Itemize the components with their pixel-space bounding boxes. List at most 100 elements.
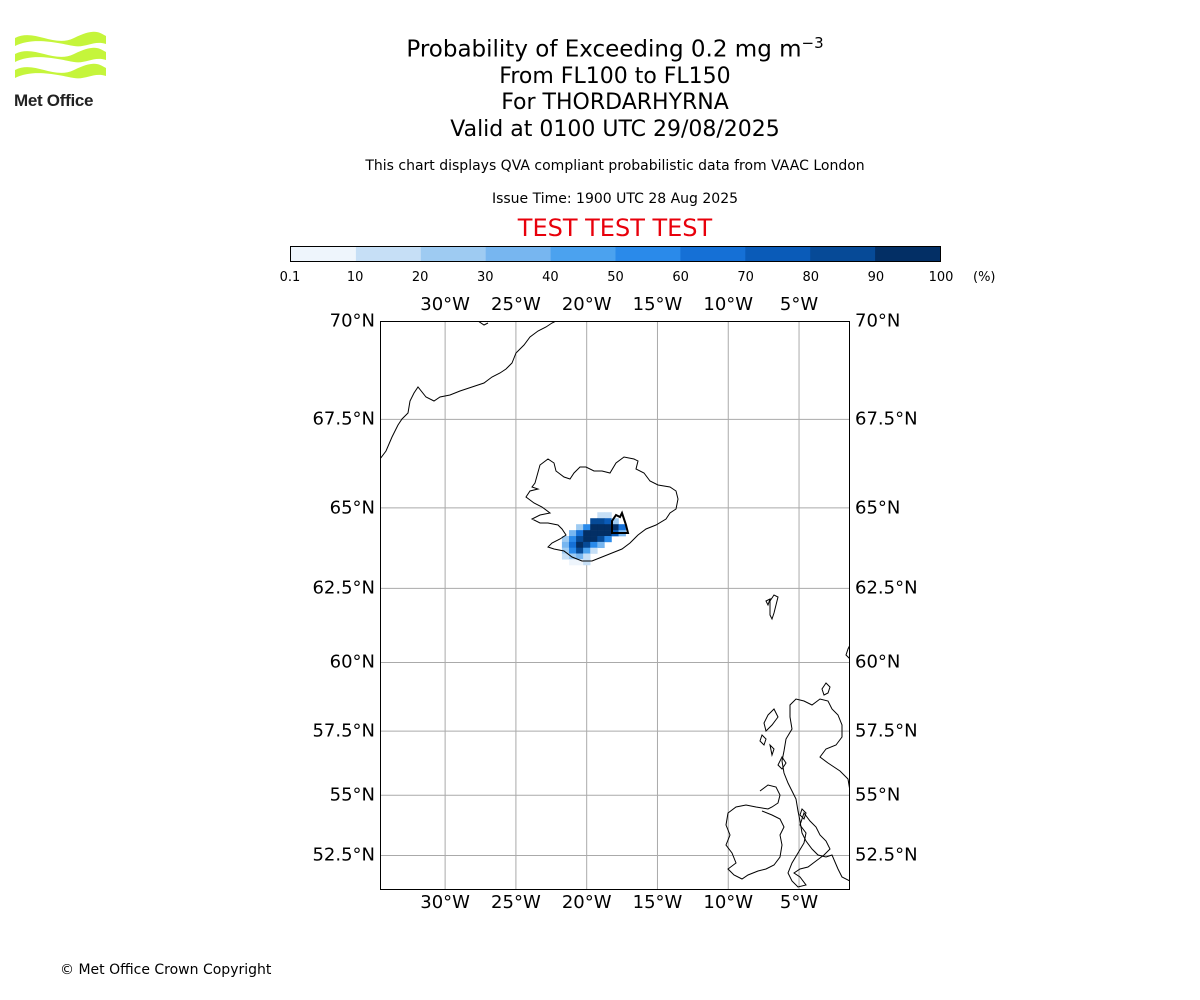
western-isles-coastline xyxy=(777,756,787,770)
met-office-logo-text: Met Office xyxy=(14,91,94,110)
great-britain-coastline xyxy=(787,811,831,888)
probability-cell xyxy=(604,536,612,543)
colorbar-tick-label: 100 xyxy=(928,270,954,285)
latitude-label: 55°N xyxy=(329,784,375,806)
probability-cell xyxy=(568,536,577,543)
vatnajokull-outline xyxy=(611,510,630,534)
hebrides-coastline xyxy=(759,708,779,757)
colorbar-tick-label: 40 xyxy=(542,270,559,285)
met-office-waves-icon xyxy=(15,31,106,79)
test-banner: TEST TEST TEST xyxy=(517,214,713,242)
isle-of-man-coastline xyxy=(799,808,807,820)
probability-cell xyxy=(568,541,577,549)
longitude-label: 10°W xyxy=(703,892,754,913)
probability-cell xyxy=(583,524,591,531)
probability-cell xyxy=(576,524,584,531)
colorbar-tick-label: 20 xyxy=(411,270,429,285)
latitude-label: 62.5°N xyxy=(312,577,375,599)
colorbar-swatch xyxy=(355,247,422,261)
probability-cell xyxy=(583,530,591,537)
scotland-coastline xyxy=(781,698,850,882)
colorbar-tick-label: 60 xyxy=(672,270,689,285)
shetland-coastline xyxy=(821,682,831,696)
probability-cell xyxy=(576,541,584,549)
probability-cell xyxy=(590,541,598,549)
colorbar-tick-label: 70 xyxy=(737,270,754,285)
colorbar-swatch xyxy=(485,247,552,261)
longitude-label: 5°W xyxy=(779,892,819,913)
longitude-label: 30°W xyxy=(420,294,470,315)
colorbar-swatch xyxy=(615,247,681,261)
faroe-islands-coastline xyxy=(765,594,779,621)
colorbar-swatch xyxy=(745,247,811,261)
probability-cell xyxy=(590,530,598,537)
colorbar-tick-label: 30 xyxy=(477,270,494,285)
longitude-label: 5°W xyxy=(779,294,819,315)
longitude-label: 15°W xyxy=(632,892,683,913)
map-frame xyxy=(380,321,850,890)
latitude-label: 57.5°N xyxy=(855,720,918,742)
probability-cell xyxy=(604,530,612,537)
probability-cell xyxy=(597,536,605,543)
probability-cell xyxy=(590,524,598,531)
probability-cell xyxy=(568,530,577,537)
map-gridlines xyxy=(380,321,850,890)
flight-level-range: From FL100 to FL150 xyxy=(499,64,731,89)
latitude-label: 67.5°N xyxy=(312,408,375,430)
colorbar-tick-label: 0.1 xyxy=(279,270,301,285)
colorbar-tick-label: 80 xyxy=(802,270,820,285)
probability-cell xyxy=(561,547,570,554)
probability-cell xyxy=(561,553,570,560)
latitude-label: 52.5°N xyxy=(855,844,918,866)
chart-title: Probability of Exceeding 0.2 mg m−3 xyxy=(0,30,1200,63)
longitude-label: 25°W xyxy=(491,892,541,913)
probability-cell xyxy=(597,512,605,519)
probability-cell xyxy=(590,518,598,525)
probability-cell xyxy=(583,559,591,566)
iceland-coastline xyxy=(525,456,679,562)
probability-cell xyxy=(561,536,570,543)
latitude-label: 65°N xyxy=(855,497,901,519)
chart-title-text: Probability of Exceeding 0.2 mg m xyxy=(406,36,802,63)
colorbar-unit: (%) xyxy=(973,270,996,285)
latitude-label: 55°N xyxy=(855,784,901,806)
probability-cell xyxy=(611,524,619,531)
met-office-logo: Met Office xyxy=(14,30,109,112)
longitude-label: 25°W xyxy=(491,294,541,315)
colorbar-swatch xyxy=(810,247,876,261)
latitude-label: 67.5°N xyxy=(855,408,918,430)
qva-info-text: This chart displays QVA compliant probab… xyxy=(365,158,865,174)
probability-cell xyxy=(583,547,591,554)
probability-cell xyxy=(604,524,612,531)
latitude-label: 70°N xyxy=(329,310,375,332)
probability-cell xyxy=(561,541,570,549)
probability-cell xyxy=(576,530,584,537)
probability-cell xyxy=(583,553,591,560)
probability-cell xyxy=(597,530,605,537)
ireland-coastline xyxy=(725,784,785,880)
probability-cell xyxy=(604,512,612,519)
colorbar-swatch xyxy=(420,247,487,261)
probability-cell xyxy=(568,559,577,566)
probability-cell xyxy=(576,536,584,543)
latitude-label: 65°N xyxy=(329,497,375,519)
colorbar-swatch xyxy=(291,247,357,261)
probability-cell xyxy=(576,553,584,560)
colorbar-tick-label: 50 xyxy=(607,270,624,285)
probability-cell xyxy=(568,547,577,554)
probability-cell xyxy=(604,518,612,525)
colorbar-tick-label: 90 xyxy=(867,270,885,285)
coastlines xyxy=(380,321,850,888)
probability-cell xyxy=(618,524,626,531)
latitude-label: 52.5°N xyxy=(312,844,375,866)
issue-time: Issue Time: 1900 UTC 28 Aug 2025 xyxy=(491,191,739,207)
longitude-label: 20°W xyxy=(561,294,612,315)
probability-cell xyxy=(576,547,584,554)
greenland-coastline-north xyxy=(477,321,489,326)
colorbar-swatches xyxy=(291,247,940,261)
probability-cell xyxy=(611,518,619,525)
probability-cell xyxy=(590,547,598,554)
probability-cell xyxy=(583,536,591,543)
latitude-label: 60°N xyxy=(329,651,375,673)
latitude-label: 60°N xyxy=(855,651,901,673)
